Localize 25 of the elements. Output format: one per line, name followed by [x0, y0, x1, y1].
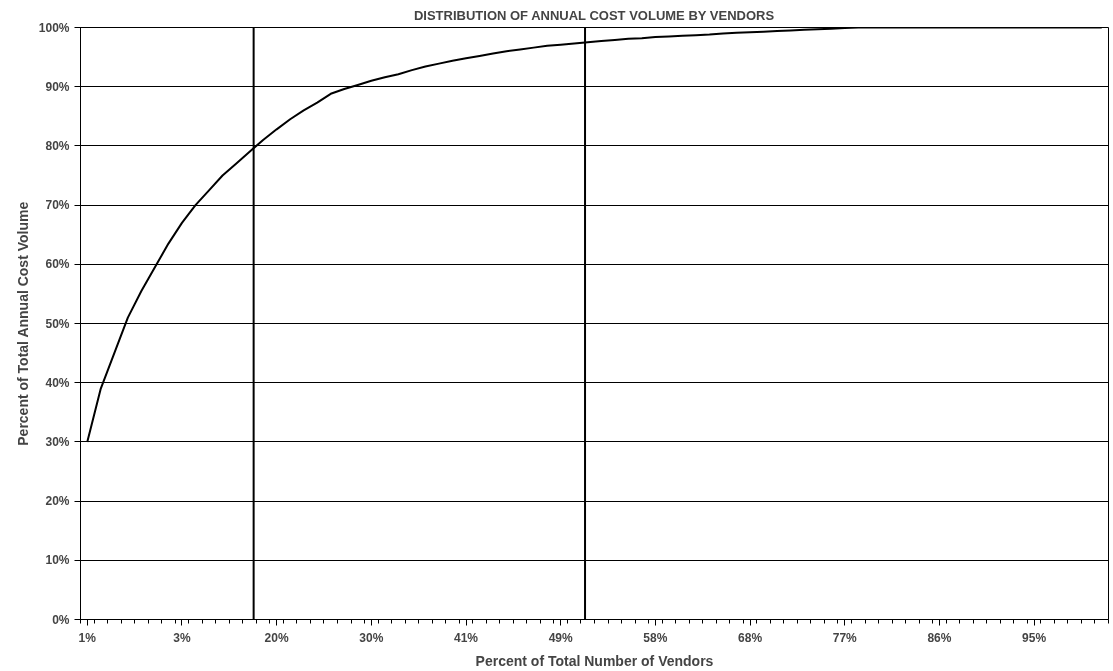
- x-tick-label: 41%: [453, 630, 479, 645]
- x-axis-title: Percent of Total Number of Vendors: [475, 652, 714, 669]
- x-tick-label: 86%: [927, 630, 952, 645]
- y-tick-label: 70%: [45, 198, 70, 213]
- y-tick-label: 80%: [45, 138, 70, 153]
- y-axis-title: Percent of Total Annual Cost Volume: [14, 201, 31, 446]
- y-tick-label: 60%: [45, 257, 70, 272]
- y-tick-label: 20%: [45, 494, 70, 509]
- x-tick-label: 3%: [173, 630, 191, 645]
- x-tick-label: 30%: [359, 630, 384, 645]
- y-tick-label: 30%: [45, 434, 70, 449]
- chart-title: DISTRIBUTION OF ANNUAL COST VOLUME BY VENDORS: [413, 7, 775, 23]
- x-tick-label: 49%: [548, 630, 574, 645]
- y-tick-label: 10%: [45, 553, 70, 568]
- x-tick-label: 20%: [264, 630, 289, 645]
- y-tick-label: 50%: [45, 316, 70, 331]
- x-tick-label: 1%: [78, 630, 97, 645]
- x-tick-label: 95%: [1022, 630, 1047, 645]
- y-tick-label: 40%: [45, 375, 70, 390]
- x-tick-label: 58%: [643, 630, 668, 645]
- y-tick-label: 90%: [45, 79, 70, 94]
- y-tick-label: 100%: [38, 20, 70, 35]
- x-tick-label: 77%: [832, 630, 858, 645]
- x-tick-label: 68%: [738, 630, 763, 645]
- y-tick-label: 0%: [52, 612, 70, 627]
